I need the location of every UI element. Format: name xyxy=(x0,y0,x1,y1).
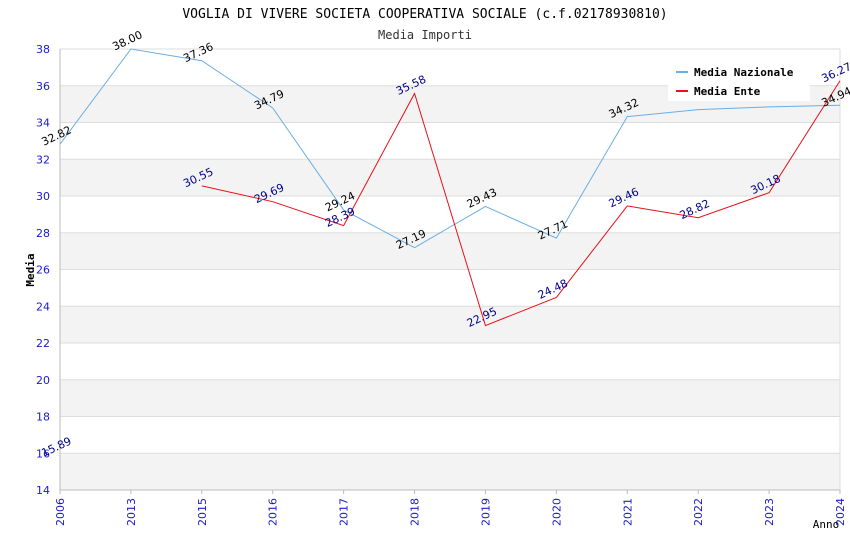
chart-subtitle: Media Importi xyxy=(378,28,472,42)
data-label: 36.27 xyxy=(819,60,850,85)
y-tick-labels: 14 16 18 20 22 24 26 28 30 32 34 36 38 xyxy=(36,43,50,497)
y-tick-label: 28 xyxy=(36,227,50,240)
y-tick-label: 34 xyxy=(36,117,50,130)
x-tick-label: 2015 xyxy=(196,498,209,526)
y-tick-label: 30 xyxy=(36,190,50,203)
plot-bands xyxy=(60,85,840,490)
data-label: 37.36 xyxy=(181,40,215,65)
legend-label: Media Nazionale xyxy=(694,66,794,79)
x-tick-label: 2017 xyxy=(338,498,351,526)
x-tick-labels: 2006 2013 2015 2016 2017 2018 2019 2020 2021 2022… xyxy=(54,490,847,526)
plot-band xyxy=(60,453,840,490)
data-label: 28.82 xyxy=(678,197,712,222)
plot-band xyxy=(60,232,840,270)
x-tick-label: 2006 xyxy=(54,498,67,526)
axes xyxy=(59,49,841,491)
legend-box xyxy=(668,59,810,101)
series-line xyxy=(59,48,841,249)
x-tick-label: 2016 xyxy=(267,498,280,526)
y-axis-label: Media xyxy=(24,253,37,286)
data-label: 38.00 xyxy=(110,28,144,53)
y-tick-label: 16 xyxy=(36,447,50,460)
plot-band xyxy=(60,306,840,343)
y-tick-label: 38 xyxy=(36,43,50,56)
gridlines xyxy=(60,48,840,491)
legend: Media Nazionale Media Ente xyxy=(668,59,810,101)
plot-band xyxy=(60,159,840,196)
y-tick-label: 26 xyxy=(36,264,50,277)
x-tick-label: 2013 xyxy=(125,498,138,526)
y-tick-label: 20 xyxy=(36,374,50,387)
series-line xyxy=(201,80,841,327)
chart-title: VOGLIA DI VIVERE SOCIETA COOPERATIVA SOC… xyxy=(182,7,667,22)
plot-band xyxy=(60,379,840,417)
y-tick-label: 22 xyxy=(36,337,50,350)
data-label: 24.48 xyxy=(536,277,570,302)
y-tick-label: 36 xyxy=(36,80,50,93)
y-tick-label: 24 xyxy=(36,300,50,313)
x-tick-label: 2021 xyxy=(621,498,634,526)
series-lines xyxy=(59,48,841,327)
x-tick-label: 2024 xyxy=(834,498,847,526)
y-tick-label: 14 xyxy=(36,484,50,497)
x-tick-label: 2019 xyxy=(479,498,492,526)
y-tick-label: 18 xyxy=(36,411,50,424)
legend-label: Media Ente xyxy=(694,85,761,98)
x-tick-label: 2018 xyxy=(409,498,422,526)
x-axis-label: Anno xyxy=(813,518,840,531)
x-tick-label: 2022 xyxy=(692,498,705,526)
y-tick-label: 32 xyxy=(36,153,50,166)
x-tick-label: 2020 xyxy=(550,498,563,526)
x-tick-label: 2023 xyxy=(763,498,776,526)
